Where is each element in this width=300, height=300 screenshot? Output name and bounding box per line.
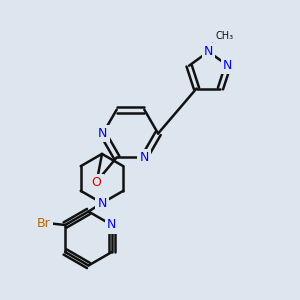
Text: CH₃: CH₃: [215, 31, 233, 41]
Text: N: N: [97, 196, 107, 210]
Text: O: O: [92, 176, 101, 189]
Text: N: N: [223, 59, 232, 72]
Text: N: N: [107, 218, 117, 232]
Text: N: N: [204, 45, 213, 58]
Text: N: N: [98, 127, 108, 140]
Text: N: N: [140, 151, 149, 164]
Text: Br: Br: [37, 217, 51, 230]
